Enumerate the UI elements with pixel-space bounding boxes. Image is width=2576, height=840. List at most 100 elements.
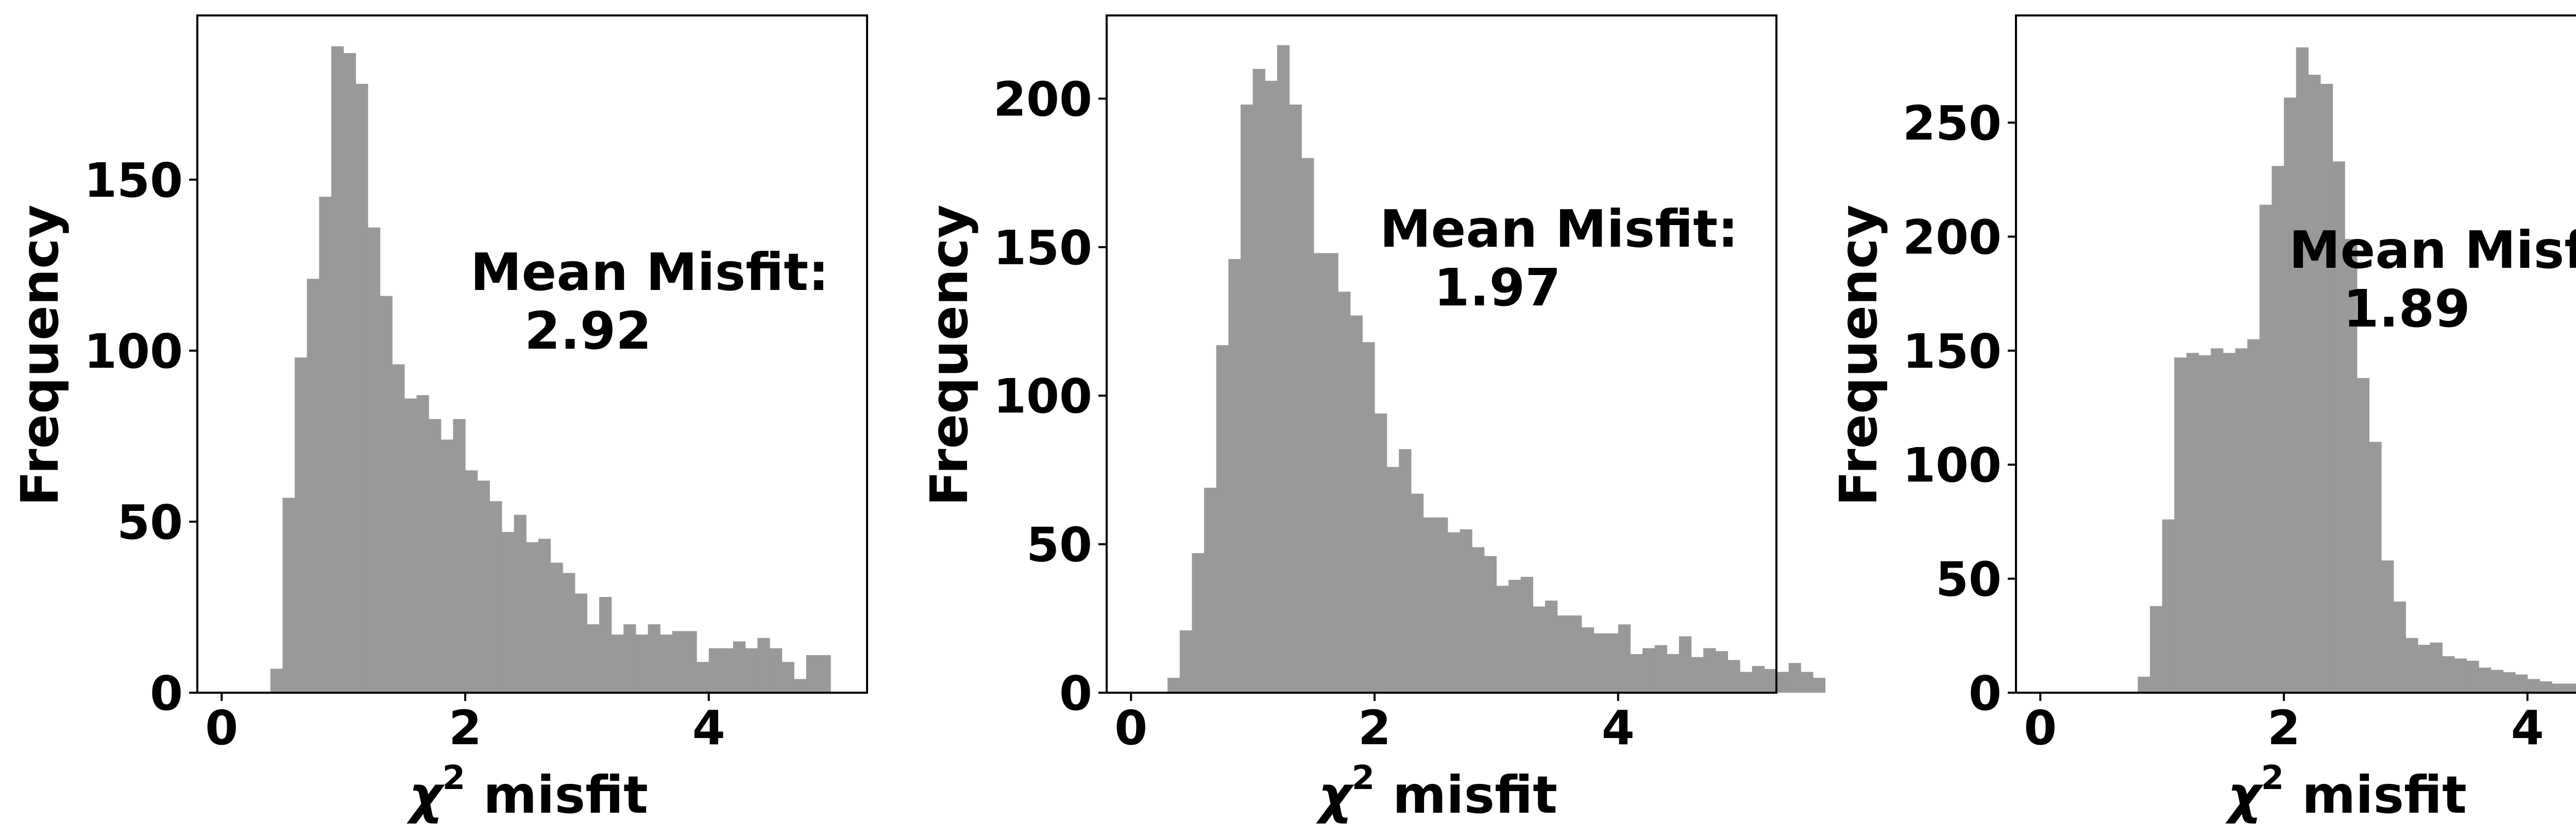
panel-3-histogram-bar xyxy=(2357,378,2370,693)
panel-2-histogram-bar xyxy=(1715,651,1728,693)
panel-3-y-tick-label: 100 xyxy=(1903,438,2002,493)
panel-1-histogram-bar xyxy=(550,562,563,693)
panel-3-histogram-bar xyxy=(2211,348,2224,693)
panel-3-histogram-bar xyxy=(2503,672,2516,693)
panel-2-histogram-bar xyxy=(1228,259,1241,693)
panel-2-histogram-bar xyxy=(1533,606,1546,693)
panel-1-x-axis-label: χ2 misfit xyxy=(406,759,648,825)
panel-2-histogram-bar xyxy=(1801,672,1814,693)
panel-2-x-tick-label: 0 xyxy=(1114,700,1147,756)
panel-2-histogram-bar xyxy=(1691,657,1704,693)
panel-2-x-tick-label: 2 xyxy=(1358,700,1391,756)
panel-2-histogram-bar xyxy=(1192,553,1205,693)
panel-1-histogram-bar xyxy=(501,532,515,693)
panel-1-annotation-line1: Mean Misfit: xyxy=(470,242,829,302)
panel-1-y-tick-label: 50 xyxy=(117,495,183,550)
panel-2-histogram-bar xyxy=(1606,633,1619,693)
panel-3-axes-frame xyxy=(2015,14,2576,694)
panel-1-histogram-bar xyxy=(526,542,539,693)
panel-3-y-tick-label: 50 xyxy=(1936,552,2002,607)
panel-1-histogram-bar xyxy=(635,635,649,693)
panel-3-y-tick-label: 250 xyxy=(1903,96,2002,151)
panel-1-x-tick-label: 4 xyxy=(692,700,725,756)
panel-3-histogram-bar xyxy=(2539,681,2552,693)
panel-1-histogram-bar xyxy=(672,631,685,693)
panel-1-histogram-bar xyxy=(538,539,551,693)
panel-3-histogram-bar xyxy=(2138,677,2150,693)
panel-3-histogram-bar xyxy=(2527,679,2540,693)
panel-2-x-axis-label-text: misfit xyxy=(1393,765,1557,825)
panel-3-y-tick-label: 150 xyxy=(1903,324,2002,379)
panel-1-histogram-bar xyxy=(514,515,527,693)
panel-3-histogram-bar xyxy=(2454,658,2467,693)
panel-1-histogram-bar xyxy=(367,227,381,693)
panel-2-histogram-bar xyxy=(1740,672,1753,693)
panel-2-histogram-bar xyxy=(1703,648,1716,693)
panel-1-histogram-bar xyxy=(599,597,612,693)
panel-3-histogram-bar xyxy=(2466,661,2479,693)
panel-2-y-ticks: 0 50 100 150 200 xyxy=(993,72,1107,721)
panel-1-histogram-bar xyxy=(416,395,429,693)
panel-2-histogram-bar xyxy=(1277,45,1290,693)
panel-1-x-ticks: 0 2 4 xyxy=(205,693,725,756)
panel-1-histogram-bar xyxy=(489,501,502,693)
panel-2-histogram-bar xyxy=(1520,577,1533,693)
panel-3-x-tick-label: 0 xyxy=(2024,700,2057,756)
panel-3-histogram-bar xyxy=(2564,683,2576,693)
panel-1-histogram-bar xyxy=(282,498,295,693)
panel-1-histogram-bar xyxy=(684,631,697,693)
panel-1-axes-frame xyxy=(196,14,868,694)
panel-3-histogram-bar xyxy=(2515,674,2528,693)
panel-1-histogram-bar xyxy=(380,296,393,693)
panel-1-y-tick-label: 150 xyxy=(84,153,183,208)
panel-1-histogram-bar xyxy=(794,679,807,693)
panel-3-histogram-bar xyxy=(2308,75,2321,693)
panel-3-histogram-bar xyxy=(2479,667,2492,693)
panel-3-bars xyxy=(2138,47,2576,693)
panel-3-histogram-bar xyxy=(2174,357,2187,693)
panel-3-x-tick-label: 4 xyxy=(2511,700,2544,756)
panel-1-histogram-bar xyxy=(574,593,587,693)
panel-2-x-tick-label: 4 xyxy=(1602,700,1635,756)
panel-2-histogram-bar xyxy=(1338,292,1351,693)
panel-3-histogram-bar xyxy=(2320,83,2333,693)
panel-2-x-ticks: 0 2 4 xyxy=(1114,693,1635,756)
panel-2-histogram-bar xyxy=(1484,556,1497,693)
panel-2-histogram-bar xyxy=(1241,105,1253,693)
panel-2-histogram-bar xyxy=(1727,660,1740,693)
panel-2-histogram-bar xyxy=(1509,579,1521,693)
panel-1-histogram-bar xyxy=(721,648,734,693)
panel-2-histogram-bar xyxy=(1204,488,1217,693)
panel-1-histogram-bar xyxy=(733,641,746,693)
panel-3-y-ticks: 0 50 100 150 200 250 xyxy=(1903,96,2016,721)
panel-3-histogram-bar xyxy=(2284,97,2297,693)
panel-1-histogram-bar xyxy=(331,46,344,693)
panel-2-axes-frame xyxy=(1106,14,1777,694)
panel-1: 0 2 4 0 50 100 150 Mean Misfit: 2.92 χ2 misfi… xyxy=(10,14,868,825)
panel-2-histogram-bar xyxy=(1630,654,1643,693)
panel-2-y-tick-label: 0 xyxy=(1059,666,1092,721)
panel-2-annotation-line1: Mean Misfit: xyxy=(1380,199,1738,259)
panel-3-histogram-bar xyxy=(2235,348,2248,693)
panel-2: 0 2 4 0 50 100 150 200 Mean Misfit: 1.97 χ2 mi… xyxy=(919,14,1826,825)
panel-3-histogram-bar xyxy=(2490,670,2504,693)
panel-2-histogram-bar xyxy=(1569,615,1582,693)
panel-3-histogram-bar xyxy=(2247,339,2260,693)
panel-1-histogram-bar xyxy=(319,196,332,693)
panel-1-x-axis-label-symbol: χ xyxy=(406,765,445,825)
panel-2-histogram-bar xyxy=(1812,678,1826,693)
panel-1-histogram-bar xyxy=(648,624,660,693)
panel-2-y-tick-label: 50 xyxy=(1026,518,1092,573)
panel-1-histogram-bar xyxy=(697,662,709,693)
panel-1-histogram-bar xyxy=(623,624,636,693)
panel-2-histogram-bar xyxy=(1375,413,1387,693)
panel-1-histogram-bar xyxy=(404,398,417,693)
panel-2-histogram-bar xyxy=(1399,449,1412,693)
panel-3-histogram-bar xyxy=(2552,683,2565,693)
panel-1-histogram-bar xyxy=(708,648,721,693)
panel-1-histogram-bar xyxy=(307,279,319,693)
panel-2-histogram-bar xyxy=(1642,648,1655,693)
panel-2-histogram-bar xyxy=(1654,645,1667,693)
panel-3-histogram-bar xyxy=(2381,560,2394,693)
panel-2-y-tick-label: 100 xyxy=(993,369,1092,424)
